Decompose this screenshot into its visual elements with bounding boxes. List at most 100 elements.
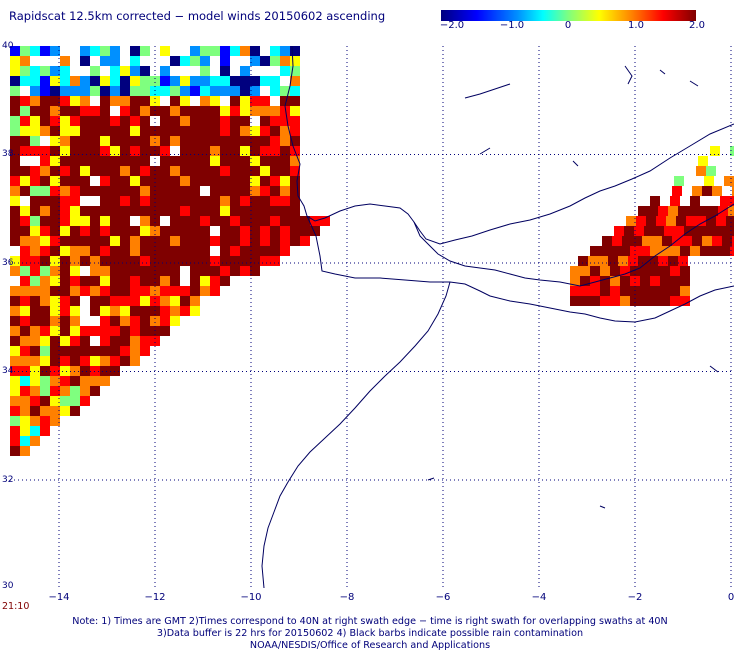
wind-cell <box>40 416 50 426</box>
wind-cell <box>80 326 90 336</box>
island <box>709 365 719 373</box>
wind-cell <box>170 56 180 66</box>
wind-cell <box>618 256 628 266</box>
wind-cell <box>650 266 660 276</box>
wind-cell <box>200 76 210 86</box>
wind-cell <box>260 106 270 116</box>
wind-cell <box>120 306 130 316</box>
wind-cell <box>600 246 610 256</box>
wind-cell <box>100 356 110 366</box>
wind-cell <box>120 346 130 356</box>
wind-cell <box>110 46 120 56</box>
wind-cell <box>724 226 734 236</box>
wind-cell <box>280 206 290 216</box>
wind-cell <box>230 146 240 156</box>
wind-cell <box>100 156 110 166</box>
wind-cell <box>130 226 140 236</box>
wind-cell <box>230 136 240 146</box>
wind-cell <box>120 286 130 296</box>
wind-cell <box>10 166 20 176</box>
wind-cell <box>580 296 590 306</box>
wind-cell <box>30 166 40 176</box>
wind-cell <box>674 176 684 186</box>
wind-cell <box>100 376 110 386</box>
wind-cell <box>120 146 130 156</box>
wind-cell <box>250 246 260 256</box>
wind-cell <box>290 156 300 166</box>
wind-cell <box>60 286 70 296</box>
wind-cell <box>270 196 280 206</box>
wind-cell <box>20 46 30 56</box>
wind-cell <box>210 186 220 196</box>
wind-cell <box>170 296 180 306</box>
wind-cell <box>80 186 90 196</box>
wind-cell <box>200 256 210 266</box>
wind-cell <box>636 216 646 226</box>
wind-cell <box>250 206 260 216</box>
wind-cell <box>150 276 160 286</box>
wind-cell <box>40 196 50 206</box>
wind-cell <box>130 336 140 346</box>
wind-difference-map[interactable] <box>10 46 734 588</box>
wind-cell <box>40 206 50 216</box>
wind-cell <box>30 216 40 226</box>
wind-cell <box>140 146 150 156</box>
wind-cell <box>120 316 130 326</box>
wind-cell <box>20 216 30 226</box>
spain-south-coastline <box>413 203 734 287</box>
wind-cell <box>90 296 100 306</box>
wind-cell <box>220 46 230 56</box>
wind-cell <box>230 126 240 136</box>
wind-cell <box>30 236 40 246</box>
wind-cell <box>270 246 280 256</box>
wind-cell <box>20 416 30 426</box>
wind-cell <box>20 56 30 66</box>
wind-cell <box>50 406 60 416</box>
wind-cell <box>70 326 80 336</box>
wind-cell <box>100 346 110 356</box>
wind-cell <box>170 216 180 226</box>
wind-cell <box>260 76 270 86</box>
wind-cell <box>260 56 270 66</box>
wind-cell <box>200 156 210 166</box>
wind-cell <box>120 266 130 276</box>
wind-cell <box>40 426 50 436</box>
africa-coastline <box>306 215 734 323</box>
wind-cell <box>20 176 30 186</box>
wind-cell <box>60 296 70 306</box>
wind-cell <box>290 46 300 56</box>
wind-cell <box>160 66 170 76</box>
wind-cell <box>170 126 180 136</box>
wind-cell <box>280 106 290 116</box>
wind-cell <box>20 366 30 376</box>
wind-cell <box>270 226 280 236</box>
wind-cell <box>40 226 50 236</box>
colorbar-tick: 1.0 <box>628 20 644 31</box>
wind-cell <box>650 276 660 286</box>
wind-cell <box>220 256 230 266</box>
wind-cell <box>40 316 50 326</box>
wind-cell <box>672 186 682 196</box>
wind-cell <box>60 266 70 276</box>
wind-cell <box>130 186 140 196</box>
wind-cell <box>270 166 280 176</box>
wind-cell <box>260 186 270 196</box>
wind-cell <box>40 176 50 186</box>
wind-cell <box>150 316 160 326</box>
wind-cell <box>110 66 120 76</box>
wind-cell <box>40 166 50 176</box>
wind-cell <box>220 226 230 236</box>
wind-cell <box>260 146 270 156</box>
wind-cell <box>20 256 30 266</box>
wind-cell <box>230 176 240 186</box>
wind-cell <box>50 316 60 326</box>
wind-cell <box>280 236 290 246</box>
wind-cell <box>150 216 160 226</box>
wind-cell <box>110 296 120 306</box>
wind-cell <box>100 56 110 66</box>
wind-cell <box>30 376 40 386</box>
wind-cell <box>110 266 120 276</box>
wind-cell <box>280 86 290 96</box>
wind-cell <box>610 266 620 276</box>
wind-cell <box>230 216 240 226</box>
